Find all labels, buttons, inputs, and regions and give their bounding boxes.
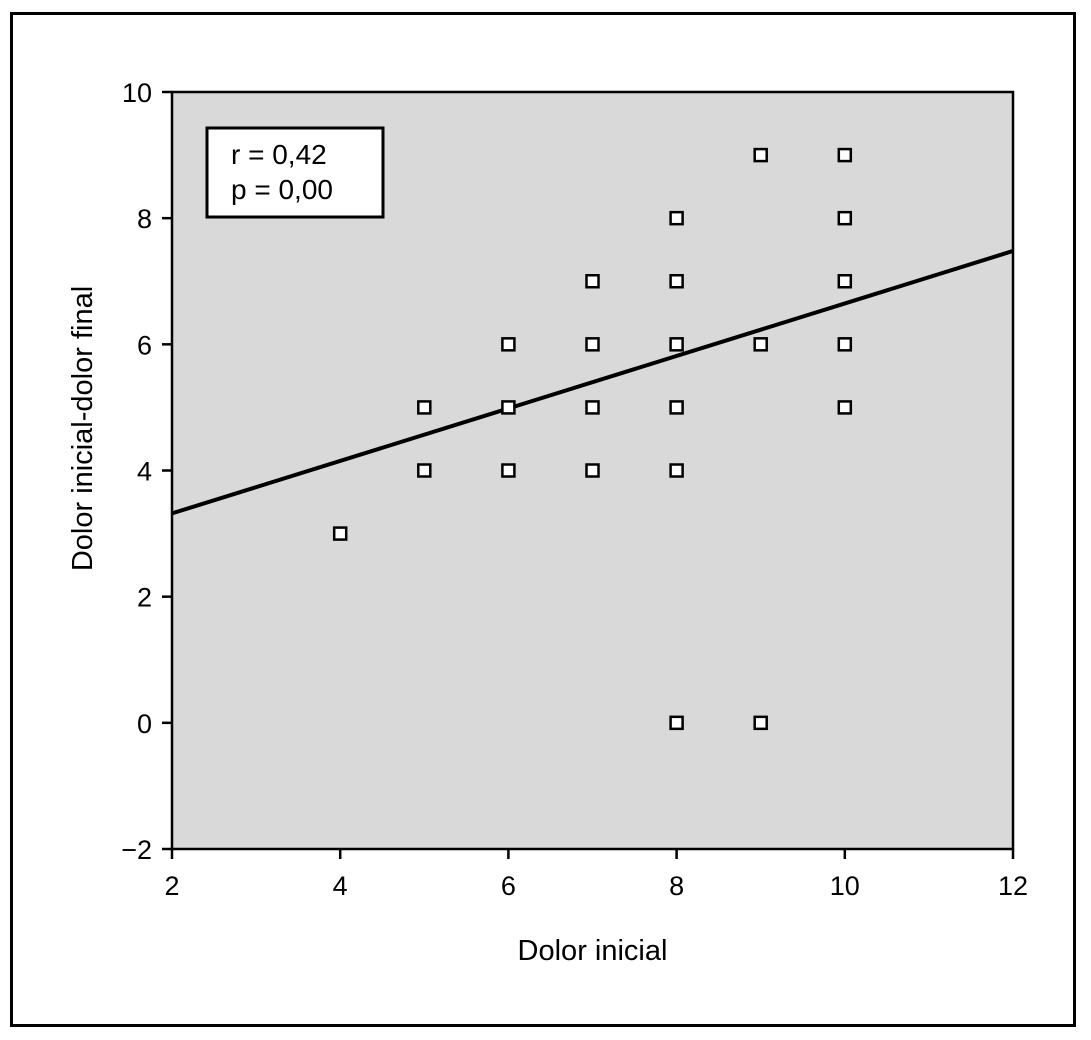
data-point — [501, 400, 516, 415]
data-point — [837, 274, 853, 289]
data-point — [837, 400, 853, 415]
y-tick-label: 0 — [137, 709, 152, 739]
regression-line — [171, 249, 1014, 516]
x-tick-label: 8 — [669, 871, 684, 901]
data-point — [753, 147, 768, 163]
x-axis-title: Dolor inicial — [518, 935, 668, 967]
y-tick-label: 6 — [137, 330, 152, 360]
data-point — [669, 463, 684, 478]
x-tick-label: 2 — [164, 871, 179, 901]
y-tick-label: 2 — [137, 583, 152, 613]
x-tick-label: 12 — [998, 871, 1028, 901]
data-point — [332, 526, 348, 541]
stats-p-value: p = 0,00 — [231, 174, 333, 205]
data-point — [669, 400, 684, 415]
data-point — [669, 274, 684, 289]
data-point — [501, 337, 516, 352]
y-axis-title: Dolor inicial-dolor final — [67, 286, 99, 571]
data-point — [753, 337, 768, 352]
data-point — [501, 463, 516, 478]
data-point — [669, 210, 684, 226]
data-point — [837, 337, 853, 352]
y-tick-label: 4 — [137, 457, 152, 487]
x-tick-label: 6 — [501, 871, 516, 901]
data-point — [837, 147, 853, 163]
data-point — [753, 715, 768, 731]
x-tick-label: 10 — [830, 871, 860, 901]
y-tick-label: 8 — [137, 204, 152, 234]
y-tick-label: −2 — [121, 835, 152, 865]
y-tick-label: 10 — [122, 78, 152, 108]
stats-r-value: r = 0,42 — [231, 139, 327, 170]
stats-annotation-box: r = 0,42 p = 0,00 — [205, 126, 385, 219]
x-tick-label: 4 — [333, 871, 348, 901]
data-point — [669, 337, 684, 352]
data-point — [837, 210, 853, 226]
data-point — [585, 463, 600, 478]
data-point — [417, 400, 432, 415]
data-point — [585, 400, 600, 415]
data-point — [417, 463, 432, 478]
stats-box-border — [205, 126, 385, 219]
data-point — [585, 337, 600, 352]
data-point — [669, 715, 684, 731]
data-point — [585, 274, 600, 289]
